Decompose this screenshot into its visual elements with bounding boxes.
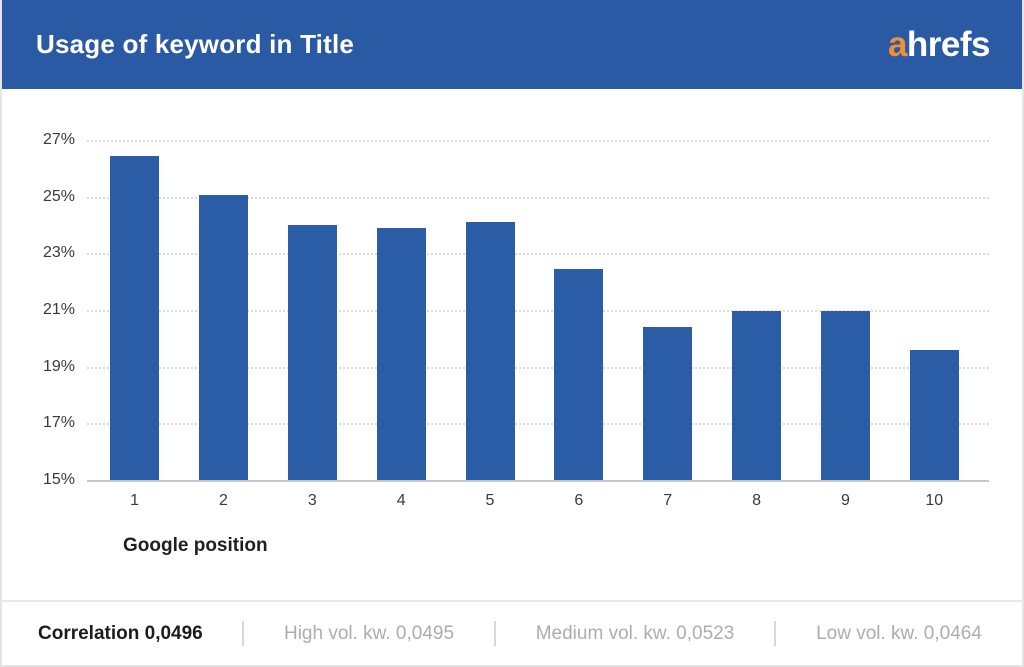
bar-position-3 [287,225,337,480]
x-tick-label: 3 [307,492,317,509]
gridline [87,196,989,199]
footer-divider [242,621,244,646]
bar-position-1 [110,155,160,480]
gridline [87,253,989,256]
bar-position-5 [465,222,515,480]
y-tick-label: 15% [42,471,75,488]
page-title: Usage of keyword in Title [36,29,355,59]
y-tick-label: 19% [42,357,75,375]
x-axis-baseline [87,480,989,482]
chart-area: 1 2 3 4 5 6 7 8 9 10 27% 25% 23% 21% 19% 17% 15% Google… [2,89,1022,600]
y-tick-label: 27% [42,131,75,148]
y-tick-label: 21% [42,301,75,318]
plot-area: 1 2 3 4 5 6 7 8 9 10 [87,140,989,509]
x-tick-label: 1 [130,492,140,509]
x-tick-label: 7 [663,492,673,509]
ahrefs-logo-accent: a [887,24,907,64]
header: Usage of keyword in Title ahrefs [2,0,1022,89]
x-tick-label: 2 [218,492,228,509]
gridline [87,423,989,426]
bar-position-2 [198,195,248,480]
x-axis-title: Google position [123,535,268,556]
gridline [87,366,989,369]
ahrefs-logo: ahrefs [887,24,991,65]
bar-position-10 [909,349,959,480]
bar-position-9 [820,311,870,480]
bar-position-6 [554,268,604,480]
x-tick-label: 10 [925,492,944,509]
x-tick-label: 8 [752,492,761,509]
gridline [87,310,989,312]
bar-position-7 [643,327,693,480]
footer-divider [494,621,496,646]
y-tick-label: 23% [42,244,75,262]
x-tick-label: 9 [840,492,850,509]
bar-position-8 [732,311,782,480]
low-volume-correlation: Low vol. kw. 0,0464 [816,622,982,644]
correlation-value: Correlation 0,0496 [38,622,203,644]
footer-divider [774,621,776,646]
high-volume-correlation: High vol. kw. 0,0495 [283,622,455,644]
x-tick-label: 4 [396,492,406,509]
y-tick-label: 17% [42,414,75,432]
bar-position-4 [376,227,426,480]
footer-stats: Correlation 0,0496 High vol. kw. 0,0495 … [2,600,1022,665]
ahrefs-logo-rest: hrefs [906,24,991,64]
x-tick-label: 5 [485,492,495,509]
y-tick-label: 25% [42,187,75,205]
x-tick-label: 6 [574,492,584,509]
medium-volume-correlation: Medium vol. kw. 0,0523 [535,622,735,644]
gridline [87,140,989,142]
